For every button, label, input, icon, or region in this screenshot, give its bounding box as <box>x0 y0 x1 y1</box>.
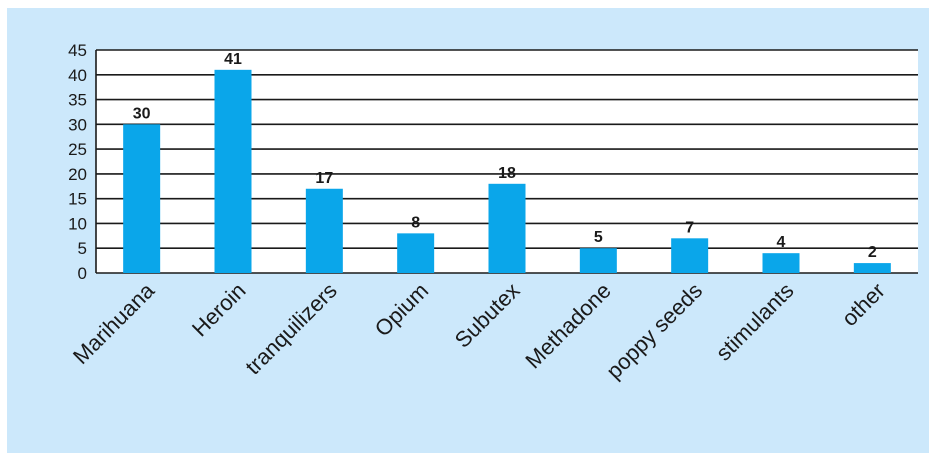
data-label: 2 <box>868 244 877 261</box>
y-tick-label: 20 <box>68 165 87 184</box>
bar <box>762 253 800 273</box>
y-tick-label: 40 <box>68 66 87 85</box>
bar <box>305 188 343 273</box>
bar <box>488 183 526 273</box>
bar <box>853 263 891 273</box>
y-tick-label: 30 <box>68 115 87 134</box>
bar <box>579 248 617 273</box>
y-tick-label: 15 <box>68 190 87 209</box>
y-tick-label: 0 <box>78 264 87 283</box>
chart-panel: 30 41 17 8 18 5 7 4 2 0 5 10 15 20 25 30 35 40 45 Marihua… <box>7 8 929 453</box>
x-tick-label: Marihuana <box>68 277 160 369</box>
bar <box>214 69 252 273</box>
x-tick-label: tranquilizers <box>240 278 342 380</box>
bar <box>671 238 709 273</box>
data-label: 5 <box>594 229 603 246</box>
x-tick-label: poppy seeds <box>601 278 707 384</box>
x-tick-label: Subutex <box>450 278 525 353</box>
bar-chart: 30 41 17 8 18 5 7 4 2 0 5 10 15 20 25 30 35 40 45 Marihua… <box>68 41 918 384</box>
data-label: 30 <box>133 105 151 122</box>
x-tick-label: stimulants <box>711 278 799 366</box>
x-tick-label: Methadone <box>520 278 616 374</box>
data-label: 41 <box>224 51 242 68</box>
data-label: 18 <box>498 165 516 182</box>
bars: 30 41 17 8 18 5 7 4 2 <box>123 51 891 273</box>
y-tick-label: 45 <box>68 41 87 60</box>
data-label: 7 <box>685 219 694 236</box>
y-tick-label: 35 <box>68 91 87 110</box>
data-label: 4 <box>777 234 786 251</box>
bar <box>123 124 161 273</box>
x-tick-label: Heroin <box>187 278 251 342</box>
data-label: 8 <box>411 214 420 231</box>
y-axis: 0 5 10 15 20 25 30 35 40 45 <box>68 41 97 283</box>
x-tick-label: Opium <box>370 278 433 341</box>
y-tick-label: 5 <box>78 239 87 258</box>
x-tick-label: other <box>837 278 890 331</box>
y-tick-label: 25 <box>68 140 87 159</box>
y-tick-label: 10 <box>68 214 87 233</box>
bar <box>397 233 435 273</box>
data-label: 17 <box>315 170 333 187</box>
